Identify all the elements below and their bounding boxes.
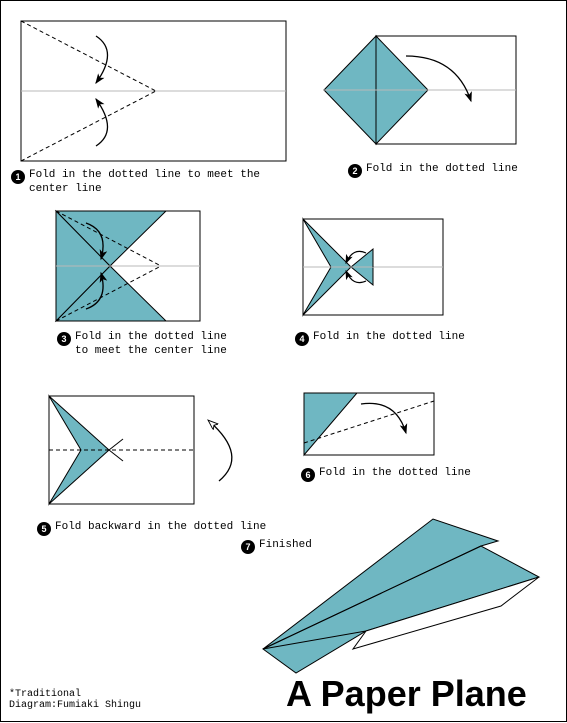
- bullet-3: 3: [57, 332, 71, 346]
- footnote: *Traditional Diagram:Fumiaki Shingu: [9, 689, 141, 711]
- bullet-4: 4: [295, 332, 309, 346]
- step-2-caption: 2 Fold in the dotted line: [348, 163, 518, 178]
- caption-1-text: Fold in the dotted line to meet the cent…: [29, 169, 271, 197]
- step-1-caption: 1 Fold in the dotted line to meet the ce…: [11, 169, 271, 197]
- caption-2-text: Fold in the dotted line: [366, 163, 518, 177]
- step-4-caption: 4 Fold in the dotted line: [295, 331, 465, 346]
- step-7-caption: 7 Finished: [241, 539, 312, 554]
- caption-5-text: Fold backward in the dotted line: [55, 521, 266, 535]
- caption-4-text: Fold in the dotted line: [313, 331, 465, 345]
- step-5-figure: [49, 396, 232, 504]
- bullet-5: 5: [37, 522, 51, 536]
- bullet-2: 2: [348, 164, 362, 178]
- step-5-caption: 5 Fold backward in the dotted line: [37, 521, 266, 536]
- step-6-caption: 6 Fold in the dotted line: [301, 467, 471, 482]
- step-4-figure: [303, 219, 443, 315]
- step-6-figure: [304, 393, 434, 455]
- step-3-caption: 3 Fold in the dotted line to meet the ce…: [57, 331, 227, 359]
- page-title: A Paper Plane: [286, 673, 527, 715]
- origami-page: 1 Fold in the dotted line to meet the ce…: [0, 0, 567, 722]
- bullet-1: 1: [11, 170, 25, 184]
- bullet-6: 6: [301, 468, 315, 482]
- step-2-figure: [324, 36, 516, 144]
- bullet-7: 7: [241, 540, 255, 554]
- caption-7-text: Finished: [259, 539, 312, 553]
- step-1-figure: [21, 21, 286, 161]
- caption-3-text: Fold in the dotted line to meet the cent…: [75, 331, 227, 359]
- step-3-figure: [56, 211, 200, 321]
- diagram-canvas: [1, 1, 567, 723]
- caption-6-text: Fold in the dotted line: [319, 467, 471, 481]
